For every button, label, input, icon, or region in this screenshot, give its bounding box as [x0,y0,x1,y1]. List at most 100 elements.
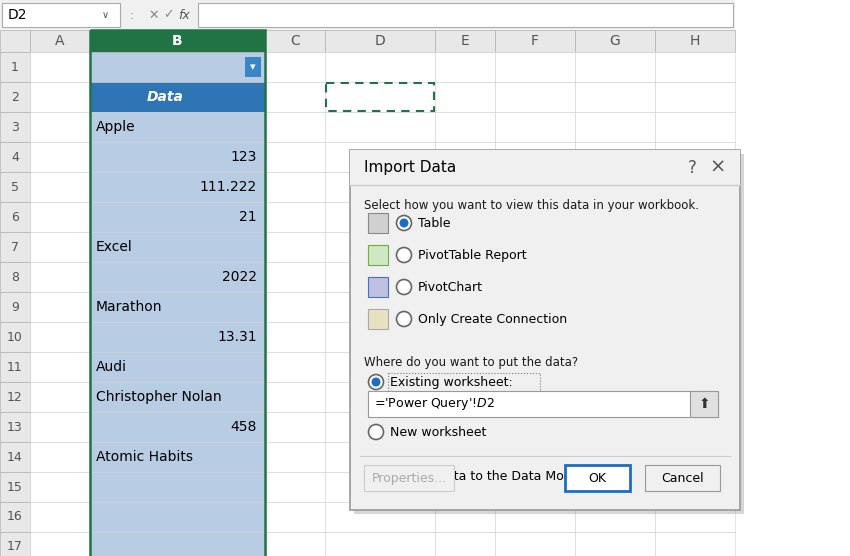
Bar [30,262,90,292]
Circle shape [396,216,411,231]
Text: Only Create Connection: Only Create Connection [418,312,567,325]
Bar [90,322,265,352]
Bar [90,532,265,556]
Bar [325,172,435,202]
Bar [0,322,30,352]
Bar [495,112,575,142]
Bar [30,412,90,442]
Bar [90,202,265,232]
Bar [90,442,265,472]
Text: Excel: Excel [96,240,133,254]
Bar [0,142,30,172]
Circle shape [400,219,409,227]
Text: Properties...: Properties... [371,471,446,484]
Bar [655,30,735,52]
Text: PivotChart: PivotChart [418,280,483,294]
Bar [90,112,265,142]
Text: Data: Data [147,90,184,104]
Bar [90,382,265,412]
Text: 10: 10 [7,330,23,344]
Bar [30,172,90,202]
Bar [198,3,733,27]
Text: Where do you want to put the data?: Where do you want to put the data? [364,356,578,369]
Bar [265,322,325,352]
Text: OK: OK [588,471,607,484]
Bar [30,82,90,112]
Bar [0,202,30,232]
Bar [265,352,325,382]
Bar [495,202,575,232]
Bar [350,150,740,510]
Bar [325,52,435,82]
Bar [388,373,540,391]
Bar [495,412,575,442]
Bar [495,442,575,472]
Bar [435,292,495,322]
Bar [655,472,735,502]
Bar [575,502,655,532]
Bar [575,412,655,442]
Bar [90,82,265,112]
Bar [90,412,265,442]
Text: ✓: ✓ [163,8,173,22]
Bar [575,172,655,202]
Circle shape [396,280,411,295]
Bar [325,142,435,172]
Bar [575,30,655,52]
Text: 13.31: 13.31 [218,330,257,344]
Bar [265,292,325,322]
Bar [30,30,90,52]
Bar [265,172,325,202]
Bar [30,532,90,556]
Bar [265,82,325,112]
Bar [0,472,30,502]
Text: 458: 458 [230,420,257,434]
Bar [90,352,265,382]
Bar [30,202,90,232]
Bar [0,532,30,556]
Bar [575,352,655,382]
Bar [0,352,30,382]
Text: PivotTable Report: PivotTable Report [418,249,527,261]
Bar [90,502,265,532]
Bar [655,322,735,352]
Bar [655,142,735,172]
Bar [655,262,735,292]
Bar [655,412,735,442]
Bar [435,52,495,82]
Bar [495,292,575,322]
Bar [0,502,30,532]
Bar [575,472,655,502]
Text: :: : [130,8,134,22]
Bar [265,112,325,142]
Bar [575,322,655,352]
Bar [495,52,575,82]
Bar [435,502,495,532]
Bar [325,502,435,532]
Bar [575,262,655,292]
Bar [325,442,435,472]
Text: Apple: Apple [96,120,136,134]
Circle shape [371,378,381,386]
Circle shape [369,375,383,390]
Text: Marathon: Marathon [96,300,162,314]
Text: 2: 2 [11,91,19,103]
Text: 3: 3 [11,121,19,133]
Bar [655,52,735,82]
Text: 9: 9 [11,300,19,314]
Bar [495,232,575,262]
Text: Add this data to the Data Model: Add this data to the Data Model [383,469,583,483]
Bar [90,30,265,556]
Bar [265,52,325,82]
Text: ×: × [710,158,726,177]
Text: E: E [461,34,469,48]
Bar [368,277,388,297]
Bar [325,112,435,142]
Bar [90,472,265,502]
Bar [30,322,90,352]
Bar [435,412,495,442]
Bar [265,442,325,472]
Text: 8: 8 [11,271,19,284]
Bar [575,382,655,412]
Text: D: D [375,34,385,48]
